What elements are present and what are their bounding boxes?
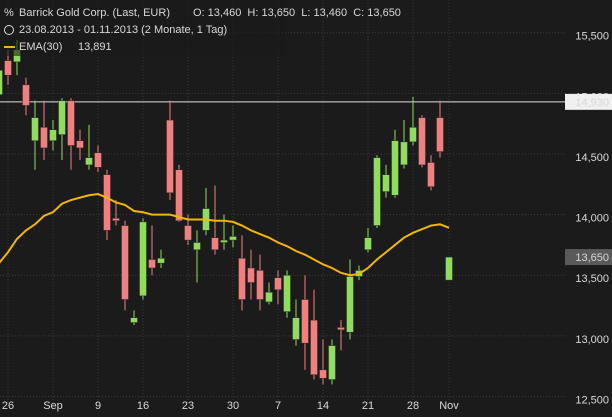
candle-body bbox=[94, 152, 102, 168]
y-tick-label: 14,500 bbox=[575, 152, 609, 164]
candle-body bbox=[409, 127, 417, 143]
x-tick-label: 14 bbox=[317, 400, 329, 412]
candle-body bbox=[382, 174, 390, 192]
candle-body bbox=[238, 258, 246, 300]
x-tick-label: 28 bbox=[407, 400, 419, 412]
reference-label-bg bbox=[565, 93, 612, 110]
candle-body bbox=[4, 60, 12, 76]
marks: 13,650 bbox=[0, 40, 612, 385]
candle-body bbox=[22, 84, 30, 106]
last-price-box bbox=[565, 249, 612, 266]
candle-body bbox=[211, 237, 219, 251]
candle-body bbox=[364, 237, 372, 251]
candle-body bbox=[436, 117, 444, 152]
x-tick-label: Nov bbox=[439, 400, 459, 412]
y-tick-label: 15,500 bbox=[575, 31, 609, 43]
candle-body bbox=[121, 225, 129, 300]
candle-body bbox=[445, 256, 453, 281]
candle-body bbox=[85, 157, 93, 166]
overlay: % Barrick Gold Corp. (Last, EUR) O: 13,4… bbox=[0, 0, 401, 56]
x-tick-label: 16 bbox=[137, 400, 149, 412]
candle-body bbox=[229, 236, 237, 241]
candle-body bbox=[274, 277, 282, 291]
candle-body bbox=[400, 141, 408, 166]
y-tick-label: 13,000 bbox=[575, 334, 609, 346]
candle-body bbox=[283, 275, 291, 312]
candle-body bbox=[139, 221, 147, 297]
y-tick-label: 13,500 bbox=[575, 273, 609, 285]
candle-body bbox=[301, 299, 309, 344]
candle-body bbox=[49, 129, 57, 141]
candle-body bbox=[130, 317, 138, 323]
candle-body bbox=[175, 169, 183, 221]
candle-body bbox=[310, 319, 318, 375]
candle-body bbox=[346, 276, 354, 333]
candle-body bbox=[40, 127, 48, 149]
legend-label: EMA(30) bbox=[19, 41, 62, 53]
reference-label: 14,930 bbox=[575, 97, 609, 109]
header-range: 23.08.2013 - 01.11.2013 (2 Monate, 1 Tag… bbox=[19, 24, 227, 36]
header-title: Barrick Gold Corp. (Last, EUR) bbox=[19, 7, 170, 19]
header-ohlc: O: 13,460 H: 13,650 L: 13,460 C: 13,650 bbox=[193, 7, 401, 19]
candle-body bbox=[67, 100, 75, 146]
x-tick-label: 30 bbox=[227, 400, 239, 412]
header-bg bbox=[0, 0, 285, 56]
candle-body bbox=[247, 267, 255, 283]
last-price-label: 13,650 bbox=[575, 252, 609, 264]
candle-body bbox=[157, 258, 165, 264]
candle-body bbox=[418, 117, 426, 166]
y-tick-label: 14,000 bbox=[575, 213, 609, 225]
legend-value: 13,891 bbox=[78, 41, 112, 53]
candle-body bbox=[319, 369, 327, 379]
x-tick-label: 21 bbox=[362, 400, 374, 412]
candle-body bbox=[373, 157, 381, 226]
candle-body bbox=[292, 317, 300, 340]
x-tick-label: 23 bbox=[182, 400, 194, 412]
candle-body bbox=[148, 259, 156, 269]
candle-body bbox=[391, 140, 399, 196]
y-tick-label: 12,500 bbox=[575, 394, 609, 406]
candle-body bbox=[31, 117, 39, 141]
icon: % bbox=[4, 7, 14, 19]
candle-body bbox=[103, 174, 111, 231]
candle-body bbox=[328, 345, 336, 380]
candle-body bbox=[58, 100, 66, 135]
clock-icon bbox=[4, 25, 14, 35]
candle-body bbox=[265, 291, 273, 303]
candle-body bbox=[427, 162, 435, 187]
candle-body bbox=[112, 218, 120, 221]
candle-body bbox=[256, 270, 264, 300]
x-tick-label: Sep bbox=[43, 400, 63, 412]
candle-body bbox=[184, 225, 192, 241]
candle-body bbox=[0, 70, 3, 95]
candle-body bbox=[76, 140, 84, 149]
candle-body bbox=[193, 242, 201, 251]
candle-body bbox=[166, 119, 174, 194]
ema-line bbox=[0, 192, 450, 277]
x-tick-label: 26 bbox=[2, 400, 14, 412]
candle-body bbox=[220, 239, 228, 243]
x-tick-label: 9 bbox=[95, 400, 101, 412]
candle-body bbox=[337, 327, 345, 331]
x-tick-label: 7 bbox=[275, 400, 281, 412]
